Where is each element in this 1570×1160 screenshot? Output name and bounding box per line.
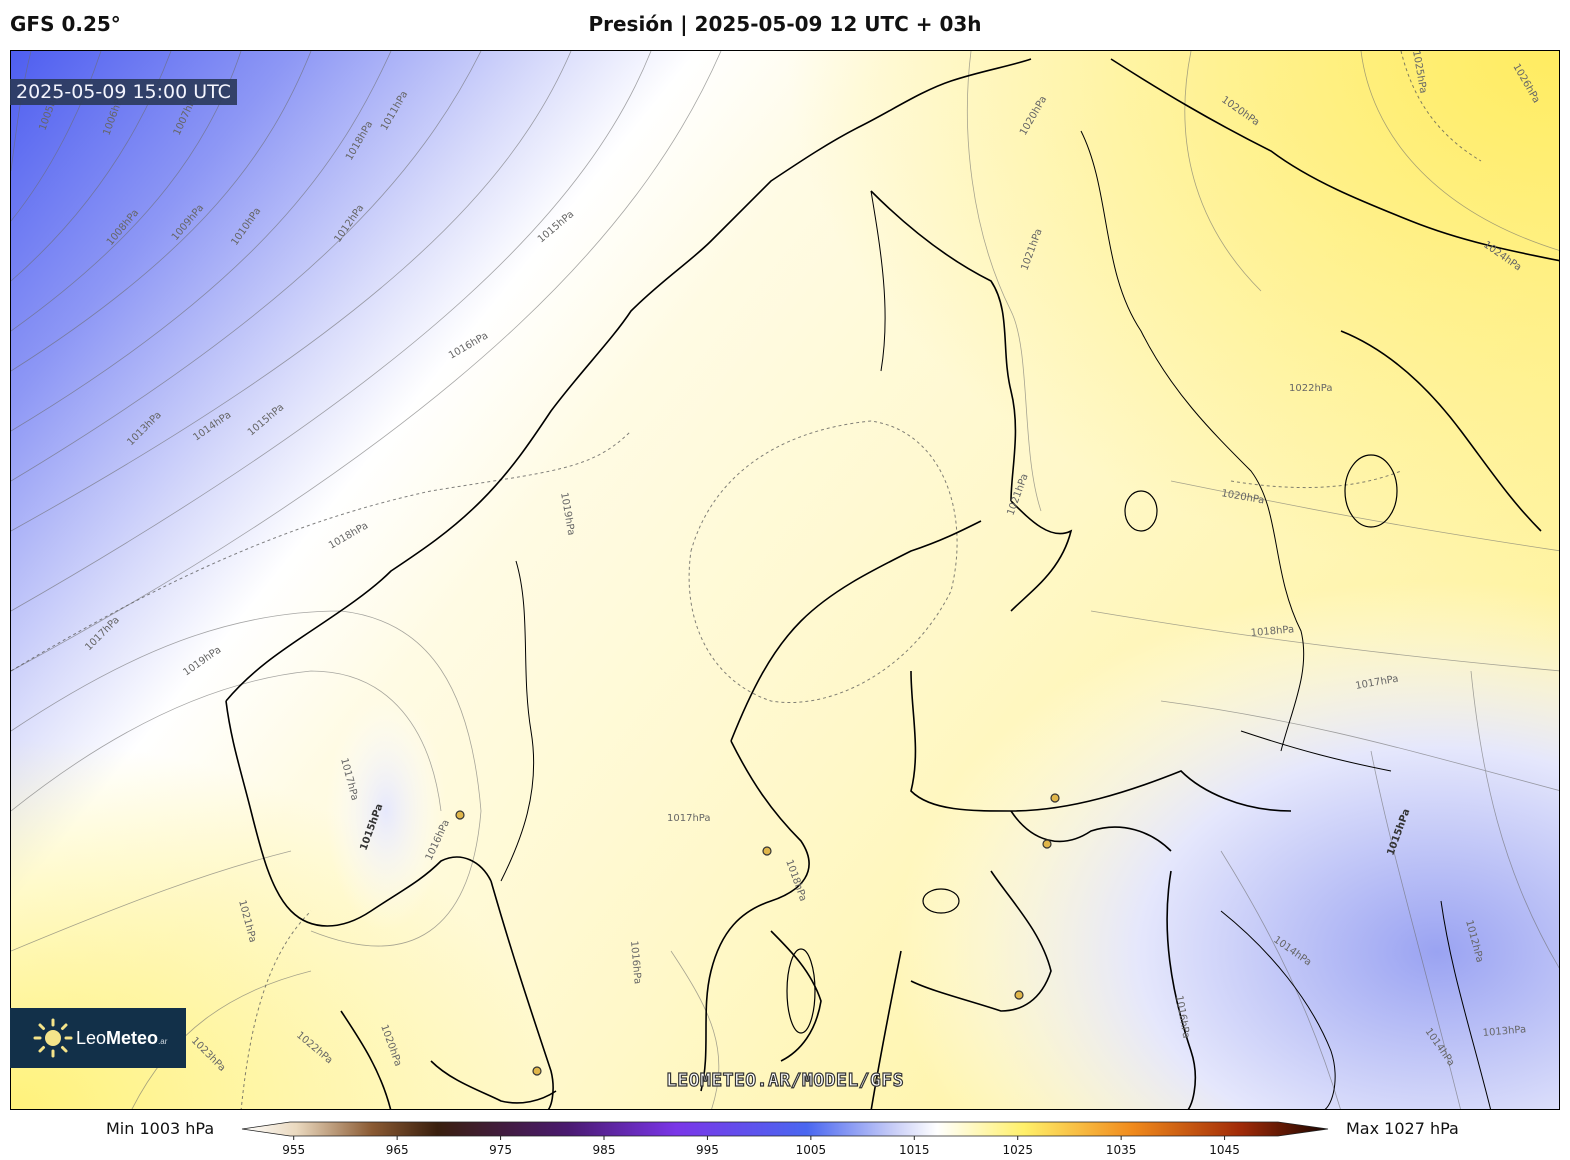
country-borders [500, 130, 1492, 1109]
city-markers [455, 793, 1060, 1076]
colorbar-tick-label: 1035 [1106, 1143, 1137, 1157]
sun-icon [32, 1017, 74, 1059]
city-marker [1042, 839, 1052, 849]
watermark-url: LEOMETEO.AR/MODEL/GFS [665, 1069, 905, 1091]
city-marker [1014, 990, 1024, 1000]
coastlines [225, 58, 1559, 1109]
isobar-label: 1016hPa [628, 940, 643, 984]
colorbar-tick-label: 975 [489, 1143, 512, 1157]
colorbar: 955 965 975 985 995 1005 1015 1025 1035 1045 [241, 1121, 1329, 1157]
colorbar-tick-label: 1025 [1002, 1143, 1033, 1157]
isobar-lines [11, 51, 1559, 1109]
isobar-dashed-lines [11, 51, 1482, 1109]
colorbar-min-label: Min 1003 hPa [106, 1119, 215, 1138]
colorbar-bar [241, 1121, 1329, 1137]
logo-text: LeoMeteo.ar [76, 1028, 167, 1049]
colorbar-tick-label: 1045 [1209, 1143, 1240, 1157]
isobar-label: 1017hPa [667, 813, 711, 824]
colorbar-max-label: Max 1027 hPa [1346, 1119, 1459, 1138]
colorbar-tick-label: 1005 [796, 1143, 827, 1157]
city-marker [762, 846, 772, 856]
map-canvas: 1005hPa 1006hPa 1007hPa 1008hPa 1009hPa … [11, 51, 1559, 1109]
chart-title: Presión | 2025-05-09 12 UTC + 03h [588, 12, 982, 36]
model-label: GFS 0.25° [10, 12, 121, 36]
logo-name-bold: Meteo [106, 1027, 159, 1048]
isobar-label: 1018hPa [1250, 624, 1294, 639]
valid-time-badge: 2025-05-09 15:00 UTC [10, 79, 237, 105]
colorbar-tick-label: 985 [593, 1143, 616, 1157]
isobar-label: 1022hPa [1289, 383, 1333, 394]
colorbar-tick-label: 965 [386, 1143, 409, 1157]
colorbar-tick-label: 995 [696, 1143, 719, 1157]
lakes [786, 454, 1398, 1034]
logo-suffix: .ar [158, 1036, 168, 1046]
pressure-map[interactable]: 1005hPa 1006hPa 1007hPa 1008hPa 1009hPa … [10, 50, 1560, 1110]
city-marker [1050, 793, 1060, 803]
leometeo-logo[interactable]: LeoMeteo.ar [10, 1008, 186, 1068]
city-marker [455, 810, 465, 820]
logo-name-light: Leo [76, 1027, 107, 1048]
city-marker [532, 1066, 542, 1076]
isobar-label: 1013hPa [1482, 1024, 1526, 1039]
colorbar-tick-label: 955 [282, 1143, 305, 1157]
colorbar-tick-label: 1015 [899, 1143, 930, 1157]
